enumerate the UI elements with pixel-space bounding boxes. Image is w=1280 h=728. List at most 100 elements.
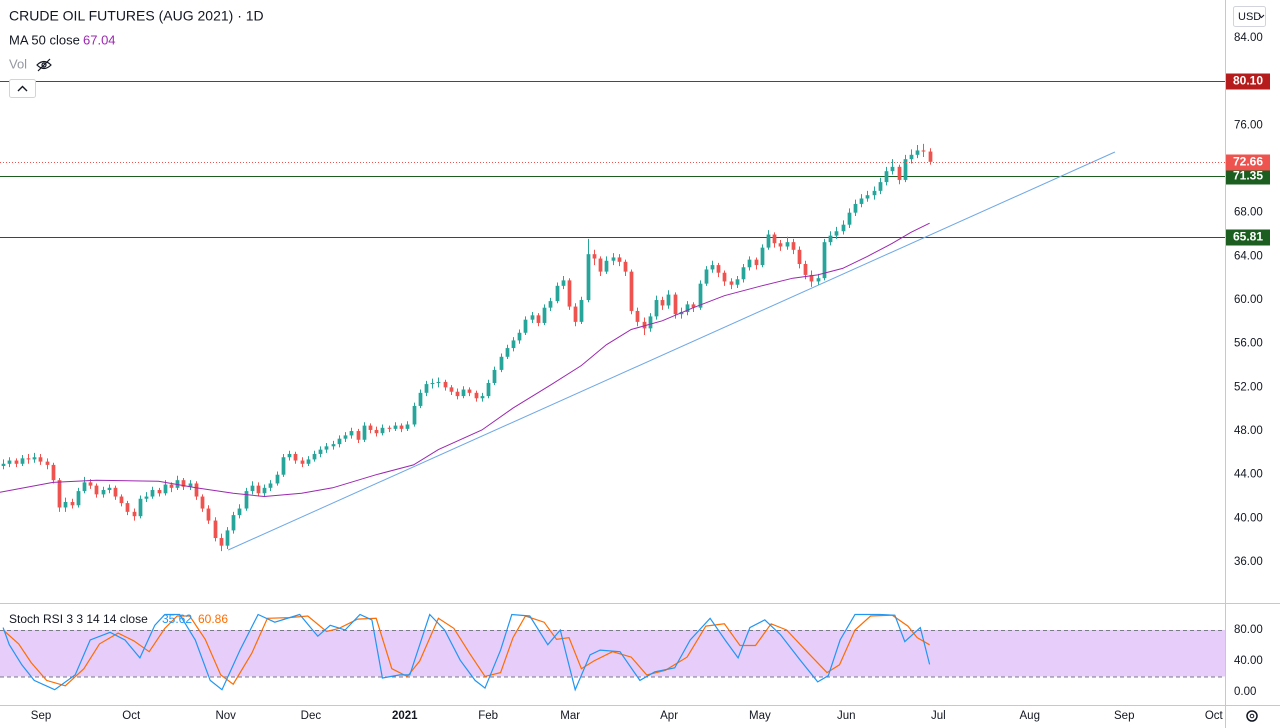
candle-body — [878, 182, 883, 191]
candle-body — [642, 321, 647, 329]
candle-body — [716, 265, 721, 273]
candle-body — [436, 381, 441, 384]
candle-body — [206, 508, 211, 521]
candle-body — [399, 425, 404, 429]
candle-body — [747, 259, 752, 268]
candle-body — [915, 150, 920, 155]
visibility-icon[interactable] — [36, 58, 52, 72]
y-tick-label: 64.00 — [1234, 250, 1263, 262]
stoch-band — [0, 629, 1225, 677]
candle-body — [430, 383, 435, 385]
ma-line — [0, 222, 930, 498]
gear-hub — [1249, 713, 1255, 719]
stoch-k-line — [2, 613, 931, 692]
candle-body — [853, 203, 858, 213]
candle-body — [175, 480, 180, 488]
y-tick-label: 76.00 — [1234, 119, 1263, 131]
candle-body — [349, 431, 354, 436]
candle-body — [331, 444, 336, 447]
candle-body — [150, 489, 155, 497]
candle-body — [555, 285, 560, 302]
x-tick-label: Oct — [122, 710, 141, 722]
trendline — [227, 151, 1116, 551]
candle-body — [337, 438, 342, 445]
candle-body — [405, 424, 410, 429]
candle-body — [623, 261, 628, 272]
candle-body — [101, 489, 106, 495]
x-tick-label: Mar — [560, 710, 580, 722]
candle-body — [579, 300, 584, 322]
candle-body — [7, 460, 12, 464]
candle-body — [57, 480, 62, 508]
y-tick-label: 52.00 — [1234, 381, 1263, 393]
stoch-tick-label: 40.00 — [1234, 655, 1263, 667]
level-label-box — [1226, 168, 1270, 185]
candle-body — [163, 484, 168, 494]
candle-body — [735, 279, 740, 285]
candle-body — [82, 482, 87, 492]
candle-body — [567, 280, 572, 307]
candle-body — [119, 496, 124, 504]
candle-body — [32, 457, 37, 460]
candle-body — [443, 381, 448, 388]
candle-body — [635, 310, 640, 322]
candle-body — [461, 389, 466, 397]
candle-body — [244, 491, 249, 509]
ma-legend-value: 67.04 — [83, 32, 116, 47]
candle-body — [872, 190, 877, 196]
x-tick-label: Sep — [1114, 710, 1134, 722]
candle-body — [188, 483, 193, 487]
currency-button[interactable]: USD — [1233, 6, 1266, 27]
currency-label: USD — [1238, 11, 1261, 23]
x-tick-label: Oct — [1205, 710, 1224, 722]
collapse-button[interactable] — [9, 79, 36, 98]
y-tick-label: 84.00 — [1234, 32, 1263, 44]
candle-body — [847, 212, 852, 225]
x-tick-label: Jul — [931, 710, 946, 722]
candle-body — [704, 269, 709, 284]
candle-body — [113, 487, 118, 497]
candle-body — [287, 453, 292, 458]
candle-body — [51, 464, 56, 481]
level-label-box — [1226, 229, 1270, 246]
candle-body — [592, 254, 597, 259]
candle-body — [841, 224, 846, 232]
candle-body — [76, 491, 81, 506]
level-label: 71.35 — [1233, 169, 1263, 183]
candle-body — [741, 267, 746, 280]
candle-body — [511, 340, 516, 349]
last-price-label: 72.66 — [1233, 155, 1263, 169]
candle-body — [356, 431, 361, 440]
candle-body — [157, 489, 162, 494]
candle-body — [722, 272, 727, 282]
candle-body — [778, 243, 783, 247]
candle-body — [293, 453, 298, 461]
candle-body — [791, 242, 796, 250]
candle-body — [573, 306, 578, 322]
candle-body — [729, 281, 734, 285]
candle-body — [629, 271, 634, 311]
candle-body — [691, 304, 696, 308]
candle-body — [418, 392, 423, 406]
candle-body — [604, 260, 609, 272]
x-tick-label: Apr — [660, 710, 678, 722]
candle-body — [368, 425, 373, 430]
candle-body — [921, 150, 926, 152]
y-tick-label: 40.00 — [1234, 512, 1263, 524]
x-tick-label: Aug — [1020, 710, 1040, 722]
chart-title: CRUDE OIL FUTURES (AUG 2021) · 1D — [9, 8, 264, 24]
candle-body — [300, 460, 305, 464]
candle-body — [710, 265, 715, 270]
stoch-tick-label: 0.00 — [1234, 686, 1256, 698]
candle-body — [766, 234, 771, 248]
candle-body — [88, 482, 93, 486]
candle-body — [237, 508, 242, 516]
candle-body — [865, 195, 870, 199]
stoch-d-line — [2, 614, 930, 687]
settings-icon[interactable] — [1246, 710, 1258, 722]
candle-body — [20, 458, 25, 464]
stoch-legend: Stoch RSI 3 3 14 14 close — [9, 612, 148, 626]
candle-body — [213, 520, 218, 539]
last-price-box — [1226, 154, 1270, 171]
